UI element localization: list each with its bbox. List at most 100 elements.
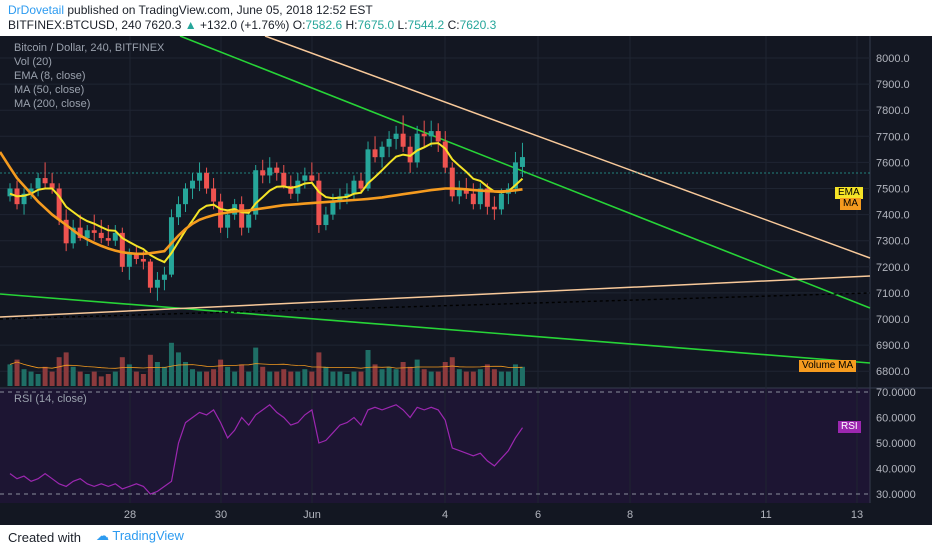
volume-bar bbox=[63, 352, 69, 386]
vol-legend[interactable]: Vol (20) bbox=[14, 56, 52, 68]
ema-line[interactable] bbox=[9, 142, 524, 264]
volume-bar bbox=[295, 371, 301, 386]
volume-bar bbox=[14, 359, 20, 386]
volume-bar bbox=[246, 371, 252, 386]
volume-bar bbox=[119, 357, 125, 386]
brand-name: TradingView bbox=[112, 528, 184, 543]
high-label: H: bbox=[345, 18, 358, 32]
rsi-pane-bg bbox=[0, 388, 870, 503]
candle-body bbox=[309, 175, 315, 181]
price-chart[interactable]: 8100.0 8000.0 7900.0 7800.0 7700.0 7600.0 7500… bbox=[0, 36, 932, 525]
rsi-tick-label: 70.0000 bbox=[876, 387, 916, 399]
volume-bar bbox=[239, 364, 245, 386]
volume-bar bbox=[456, 369, 462, 386]
candle-body bbox=[421, 133, 427, 137]
candle-body bbox=[435, 131, 441, 142]
volume-bar bbox=[463, 371, 469, 386]
candle-body bbox=[477, 188, 483, 205]
candle-body bbox=[204, 172, 210, 189]
lower-green-trendline[interactable] bbox=[0, 293, 871, 364]
close-label: C: bbox=[447, 18, 460, 32]
candle-body bbox=[449, 167, 455, 197]
volume-bar bbox=[112, 371, 118, 386]
low-label: L: bbox=[397, 18, 408, 32]
ma200-legend[interactable]: MA (200, close) bbox=[14, 98, 91, 110]
volume-bar bbox=[154, 362, 160, 386]
price-tick-label: 6900.0 bbox=[876, 340, 910, 352]
price-tick-label: 7900.0 bbox=[876, 79, 910, 91]
volume-bar bbox=[197, 371, 203, 386]
author-link[interactable]: DrDovetail bbox=[8, 3, 65, 17]
volume-bar bbox=[372, 364, 378, 386]
price-change: +132.0 (+1.76%) bbox=[200, 18, 290, 32]
last-price: 7620.3 bbox=[144, 18, 182, 32]
candle-body bbox=[484, 188, 490, 207]
volume-bar bbox=[91, 371, 97, 386]
ema-legend[interactable]: EMA (8, close) bbox=[14, 70, 86, 82]
upper-resistance-trendline[interactable] bbox=[264, 36, 871, 259]
rsi-tick-label: 60.0000 bbox=[876, 413, 916, 425]
price-axis-ticks: 8100.0 8000.0 7900.0 7800.0 7700.0 7600.0 7500… bbox=[876, 36, 910, 378]
price-tick-label: 7600.0 bbox=[876, 157, 910, 169]
candle-body bbox=[267, 167, 273, 176]
volume-bar bbox=[35, 374, 41, 386]
candle-body bbox=[183, 188, 188, 205]
volume-bar bbox=[421, 369, 427, 386]
candle-body bbox=[168, 217, 174, 275]
ema-tag: EMA bbox=[835, 187, 863, 199]
rsi-line[interactable] bbox=[9, 404, 523, 495]
volume-bar bbox=[435, 371, 441, 386]
candle-body bbox=[7, 188, 13, 197]
volume-bar bbox=[379, 369, 385, 386]
volume-bars bbox=[7, 342, 525, 386]
volume-bar bbox=[21, 369, 27, 386]
time-axis-ticks: 28 30 Jun 4 6 8 11 13 bbox=[124, 509, 863, 521]
volume-bar bbox=[183, 362, 188, 386]
candle-body bbox=[302, 175, 308, 181]
rising-support-trendline[interactable] bbox=[0, 275, 871, 318]
volume-bar bbox=[211, 369, 217, 386]
candle-body bbox=[351, 180, 357, 194]
candle-body bbox=[414, 133, 420, 163]
ma50-line[interactable] bbox=[0, 151, 523, 256]
volume-bar bbox=[351, 371, 357, 386]
volume-bar bbox=[28, 371, 34, 386]
price-tick-label: 7200.0 bbox=[876, 262, 910, 274]
volume-bar bbox=[218, 359, 224, 386]
volume-bar bbox=[274, 371, 280, 386]
high-value: 7675.0 bbox=[357, 18, 395, 32]
rsi-legend[interactable]: RSI (14, close) bbox=[14, 393, 87, 405]
created-with-text: Created with bbox=[8, 530, 81, 545]
volume-bar bbox=[491, 369, 497, 386]
candle-body bbox=[358, 180, 364, 189]
tradingview-logo[interactable]: ☁ TradingView bbox=[96, 528, 184, 544]
price-axis-bg[interactable] bbox=[870, 36, 932, 503]
ma200-dotted-line[interactable] bbox=[0, 292, 871, 320]
candle-body bbox=[49, 183, 55, 189]
candle-body bbox=[323, 214, 329, 226]
rsi-bands bbox=[0, 391, 870, 495]
volume-bar bbox=[386, 366, 392, 386]
time-axis-bg[interactable] bbox=[0, 503, 932, 525]
descending-green-trendline[interactable] bbox=[179, 36, 871, 309]
volume-bar bbox=[428, 371, 434, 386]
volume-bar bbox=[126, 364, 132, 386]
volume-bar bbox=[358, 371, 364, 386]
candle-body bbox=[393, 133, 399, 139]
volume-bar bbox=[225, 366, 231, 386]
volume-bar bbox=[42, 366, 48, 386]
time-tick-label: 30 bbox=[215, 509, 227, 521]
volume-bar bbox=[147, 354, 153, 386]
trendlines bbox=[0, 36, 871, 364]
candle-body bbox=[63, 219, 69, 244]
volume-bar bbox=[477, 369, 483, 386]
candle-body bbox=[140, 258, 146, 262]
candle-body bbox=[84, 230, 90, 239]
footer: Created with ☁ TradingView bbox=[0, 525, 932, 550]
volume-bar bbox=[204, 371, 210, 386]
volume-bar bbox=[98, 376, 104, 386]
candle-body bbox=[498, 193, 504, 210]
volume-bar bbox=[168, 342, 174, 386]
ma50-legend[interactable]: MA (50, close) bbox=[14, 84, 85, 96]
volume-bar bbox=[330, 371, 336, 386]
